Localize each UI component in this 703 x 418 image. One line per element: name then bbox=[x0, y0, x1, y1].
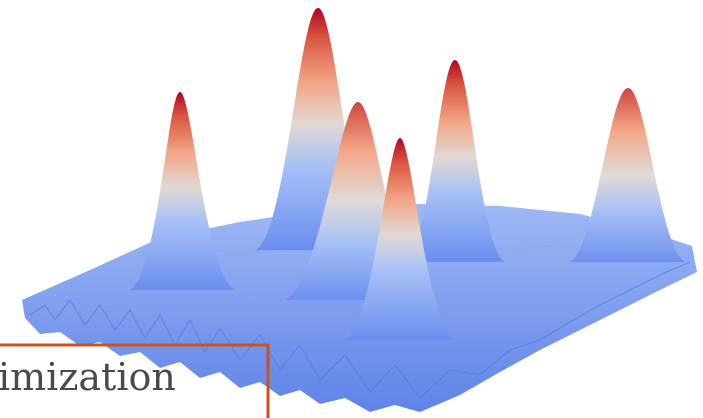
page: {"caption": "imization"} imization (() bbox=[0, 0, 703, 418]
caption-text: imization bbox=[0, 358, 176, 396]
peak bbox=[570, 88, 685, 262]
